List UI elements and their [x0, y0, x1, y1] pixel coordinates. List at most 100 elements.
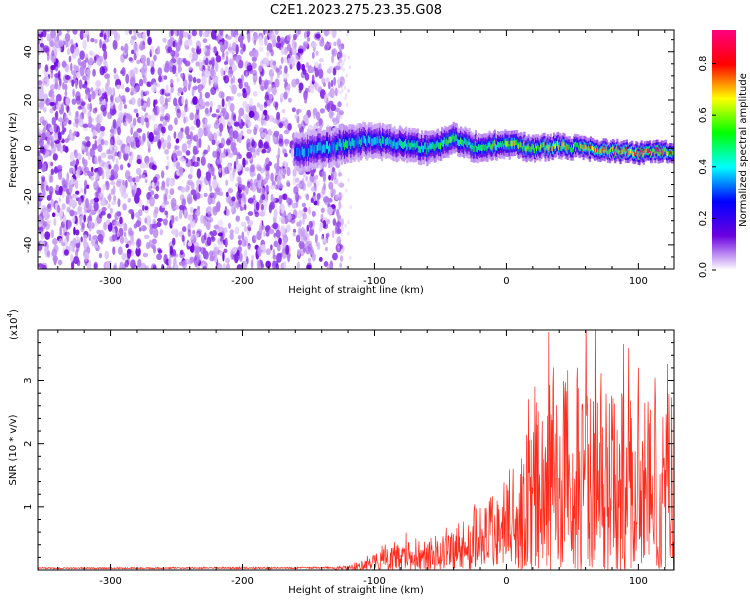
spectrogram-cell: [238, 133, 242, 144]
spectrogram-cell: [337, 244, 340, 249]
spectrogram-cell: [134, 137, 139, 143]
spectrogram-cell: [202, 31, 208, 38]
spectrogram-cell: [222, 251, 225, 262]
spectrogram-cell: [318, 62, 322, 71]
spectrogram-cell: [338, 172, 343, 177]
spectrogram-cell: [83, 186, 87, 195]
spectrogram-cell: [291, 107, 296, 113]
spectrogram-cell: [90, 237, 96, 247]
spectrogram-cell: [73, 149, 78, 158]
spectrogram-cell: [292, 228, 297, 233]
spectrogram-cell: [224, 237, 228, 248]
spectrogram-cell: [332, 221, 338, 227]
spectrogram-cell: [323, 260, 329, 267]
spectrogram-cell: [223, 40, 228, 50]
spectrogram-cell: [75, 91, 81, 102]
spectrogram-cell: [162, 120, 168, 127]
spectrogram-cell: [233, 114, 237, 122]
spectrogram-cell: [159, 115, 164, 122]
spectrogram-cell: [171, 228, 177, 236]
spectrogram-cell: [211, 113, 218, 118]
spectrogram-cell: [54, 112, 58, 118]
spectrogram-cell: [328, 174, 332, 181]
spectrogram-cell: [270, 74, 273, 84]
spectrogram-cell: [133, 67, 139, 75]
spectrogram-cell: [113, 67, 117, 74]
spectrogram-cell: [64, 83, 68, 92]
spectrogram-cell: [201, 175, 205, 184]
spectrogram-cell: [65, 37, 69, 48]
spectrogram-cell: [51, 143, 57, 154]
spectrogram-cell: [79, 50, 85, 61]
spectrogram-cell: [344, 223, 347, 228]
spectrogram-cell: [41, 176, 45, 183]
spectrogram-cell: [339, 90, 342, 95]
spectrogram-cell: [107, 30, 111, 39]
spectrogram-cell: [132, 42, 139, 53]
spectrogram-cell: [154, 99, 158, 105]
spectrogram-cell: [135, 246, 141, 257]
spectrogram-cell: [279, 252, 283, 258]
spectrogram-cell: [234, 34, 238, 44]
spectrogram-cell: [226, 35, 232, 40]
spectrogram-cell: [93, 243, 99, 249]
spectrogram-cell: [89, 102, 93, 113]
spectrogram-cell: [209, 66, 215, 77]
spectrogram-cell: [170, 197, 177, 209]
spectrogram-cell: [124, 236, 128, 244]
spectrogram-cell: [120, 70, 124, 75]
spectrogram-cell: [150, 66, 155, 75]
spectrogram-cell: [296, 261, 301, 269]
spectrogram-cell: [254, 211, 260, 218]
spectrogram-cell: [230, 142, 237, 148]
spectrogram-cell: [72, 88, 75, 98]
spectrogram-cell: [44, 231, 51, 240]
spectrogram-cell: [265, 260, 272, 269]
spectrogram-cell: [258, 76, 262, 85]
spectrogram-cell: [130, 91, 134, 96]
spectrogram-cell: [192, 96, 198, 105]
spectrogram-cell: [324, 104, 331, 110]
spectrogram-cell: [216, 151, 221, 160]
spectrogram-cell: [221, 98, 225, 108]
spectrogram-cell: [119, 235, 125, 244]
spectrogram-cell: [58, 197, 62, 203]
spectrogram-cell: [187, 143, 192, 149]
spectrogram-cell: [73, 226, 76, 236]
spectrogram-cell: [85, 198, 89, 209]
spectrogram-cell: [324, 45, 328, 51]
spectrogram-cell: [113, 164, 119, 173]
snr-y-scale-base: (x10: [9, 317, 20, 340]
spectrogram-cell: [338, 45, 342, 50]
spectrogram-cell: [295, 192, 300, 203]
spectrogram-cell: [144, 265, 149, 269]
spectrogram-cell: [108, 193, 112, 203]
spectrogram-cell: [340, 65, 343, 70]
spectrogram-cell: [70, 253, 74, 263]
spectrogram-cell: [112, 246, 116, 255]
spectrogram-cell: [196, 266, 200, 269]
spectrogram-cell: [124, 43, 129, 54]
spectrogram-cell: [51, 248, 58, 258]
spectrogram-cell: [255, 201, 260, 211]
spectrogram-cell: [207, 144, 211, 153]
spectrogram-cell: [100, 104, 106, 112]
spectrogram-cell: [343, 57, 346, 62]
spectrogram-cell: [279, 36, 286, 45]
spectrogram-cell: [82, 237, 88, 248]
spectrogram-cell: [93, 261, 98, 269]
spectrogram-cell: [192, 51, 198, 62]
spectrogram-cell: [187, 241, 193, 247]
spectrogram-cell: [254, 235, 257, 241]
spectrogram-cell: [286, 57, 292, 66]
spectrogram-cell: [247, 220, 254, 227]
spectrogram-cell: [285, 244, 290, 255]
spectrogram-cell: [282, 238, 287, 249]
spectrogram-cell: [154, 206, 159, 215]
spectrogram-cell: [109, 207, 113, 214]
spectrogram-cell: [331, 54, 334, 64]
spectrogram-cell: [71, 178, 77, 185]
spectrogram-cell: [167, 124, 173, 132]
spectrogram-cell: [298, 219, 302, 228]
spectrogram-cell: [64, 74, 71, 80]
